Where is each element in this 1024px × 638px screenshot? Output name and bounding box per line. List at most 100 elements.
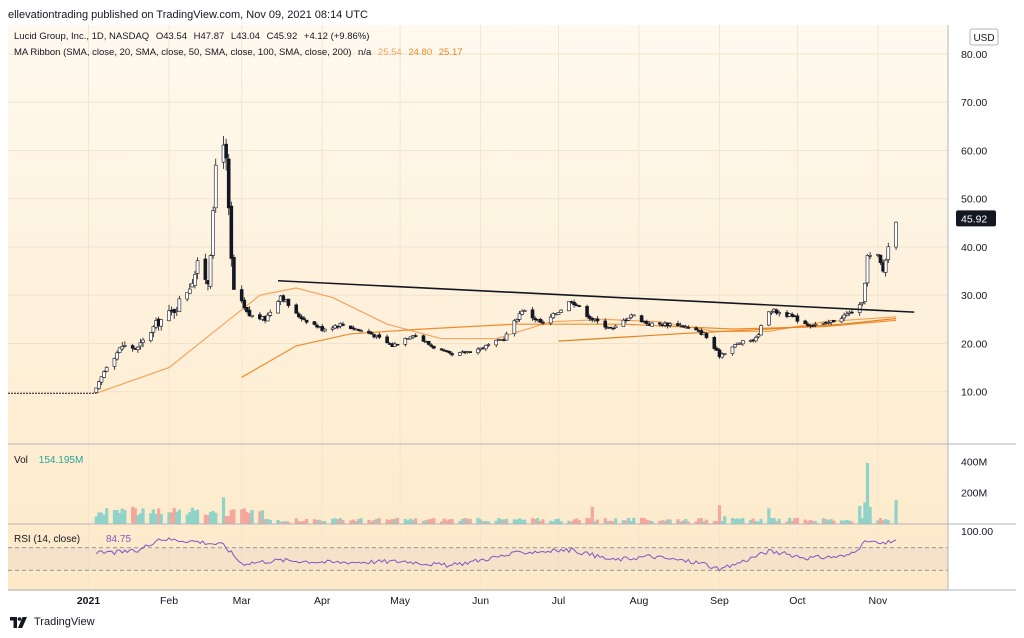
volume-bar bbox=[720, 521, 724, 524]
candle-body bbox=[341, 323, 345, 326]
volume-bar bbox=[484, 520, 488, 524]
volume-bar bbox=[868, 506, 872, 524]
volume-bar bbox=[112, 510, 117, 524]
currency-button[interactable] bbox=[969, 28, 999, 46]
volume-bar bbox=[850, 521, 854, 524]
volume-bar bbox=[494, 520, 498, 524]
volume-bar bbox=[341, 519, 345, 524]
x-tick-label-0: 2021 bbox=[77, 595, 101, 607]
volume-bar bbox=[678, 521, 683, 524]
volume-bar bbox=[639, 517, 644, 524]
volume-bar bbox=[476, 517, 480, 524]
price-change: +4.12 (+9.86%) bbox=[303, 31, 370, 42]
candle-body bbox=[458, 352, 462, 356]
volume-bar bbox=[131, 506, 135, 524]
candle-body bbox=[686, 327, 691, 329]
brand-text: TradingView bbox=[34, 616, 95, 628]
volume-bar bbox=[393, 518, 397, 524]
volume-bar bbox=[767, 508, 771, 524]
volume-bar bbox=[123, 510, 127, 524]
volume-bar bbox=[645, 519, 649, 524]
ma-ribbon-legend: MA Ribbon (SMA, close, 20, SMA, close, 5… bbox=[14, 47, 467, 58]
candle-body bbox=[149, 332, 153, 341]
candle-body bbox=[281, 295, 286, 302]
candle-body bbox=[777, 312, 782, 315]
volume-bar bbox=[658, 520, 662, 524]
candle-body bbox=[429, 344, 434, 347]
candle-body bbox=[213, 164, 218, 209]
volume-bar bbox=[741, 517, 745, 524]
volume-bar bbox=[247, 513, 252, 524]
ohlc-high: H47.87 bbox=[193, 31, 225, 42]
candle-body bbox=[112, 358, 117, 367]
volume-bar bbox=[377, 518, 381, 524]
volume-bar bbox=[138, 513, 143, 524]
y-tick-label-7: 10.00 bbox=[961, 387, 987, 399]
candle-body bbox=[585, 306, 589, 317]
volume-bar bbox=[751, 518, 755, 524]
candle-body bbox=[193, 274, 197, 286]
volume-bar bbox=[572, 519, 576, 524]
volume-bar bbox=[333, 518, 337, 524]
volume-bar bbox=[305, 518, 309, 524]
candle-body bbox=[447, 351, 452, 354]
candle-body bbox=[805, 323, 810, 326]
candle-body bbox=[159, 319, 164, 327]
volume-bar bbox=[723, 516, 727, 524]
volume-bar bbox=[281, 521, 285, 524]
volume-bar bbox=[390, 519, 394, 524]
volume-bar bbox=[224, 515, 228, 524]
candle-body bbox=[530, 309, 535, 319]
volume-bar bbox=[676, 519, 680, 524]
candle-body bbox=[450, 353, 454, 356]
candle-body bbox=[432, 345, 436, 349]
volume-bar bbox=[167, 512, 171, 524]
volume-bar bbox=[894, 499, 898, 524]
candle-body bbox=[611, 327, 615, 330]
volume-bar bbox=[424, 520, 428, 524]
candle-body bbox=[657, 322, 662, 325]
volume-bar bbox=[315, 519, 319, 524]
candle-body bbox=[123, 345, 127, 347]
candle-body bbox=[504, 333, 509, 341]
candle-body bbox=[476, 348, 480, 354]
y-tick-label-4: 40.00 bbox=[961, 242, 987, 254]
candle-body bbox=[551, 313, 556, 319]
candle-body bbox=[681, 325, 685, 328]
volume-bar bbox=[450, 518, 454, 524]
ma-ribbon-label: MA Ribbon (SMA, close, 20, SMA, close, 5… bbox=[14, 47, 352, 58]
candle-body bbox=[860, 302, 865, 305]
candle-body bbox=[556, 312, 561, 315]
volume-bar bbox=[788, 517, 792, 524]
candle-body bbox=[177, 298, 182, 312]
candle-body bbox=[795, 315, 800, 322]
volume-bar bbox=[190, 507, 194, 524]
volume-bar bbox=[486, 521, 490, 524]
candle-body bbox=[813, 323, 818, 326]
last-price-tag bbox=[956, 210, 996, 227]
tradingview-logo[interactable]: TradingView bbox=[10, 616, 95, 628]
candle-body bbox=[322, 328, 327, 332]
volume-bar bbox=[299, 521, 304, 524]
x-tick-label-1: Feb bbox=[160, 595, 178, 607]
volume-bar bbox=[403, 518, 407, 524]
volume-bar bbox=[149, 513, 153, 524]
volume-bar bbox=[432, 518, 436, 524]
volume-bar bbox=[829, 518, 833, 524]
volume-bar bbox=[754, 521, 758, 524]
currency-button-label[interactable]: USD bbox=[973, 33, 994, 44]
candle-body bbox=[167, 310, 171, 322]
candle-body bbox=[863, 282, 867, 302]
volume-bar bbox=[590, 506, 594, 524]
candle-body bbox=[520, 310, 524, 315]
volume-bar bbox=[97, 512, 101, 524]
volume-bar bbox=[847, 520, 851, 524]
volume-bar bbox=[208, 512, 213, 524]
candle-body bbox=[226, 158, 231, 209]
volume-bar bbox=[351, 519, 355, 524]
volume-bar bbox=[860, 518, 864, 524]
candle-body bbox=[756, 334, 761, 338]
x-tick-label-9: Oct bbox=[789, 595, 805, 607]
candle-body bbox=[717, 349, 722, 358]
volume-bar bbox=[411, 519, 415, 524]
